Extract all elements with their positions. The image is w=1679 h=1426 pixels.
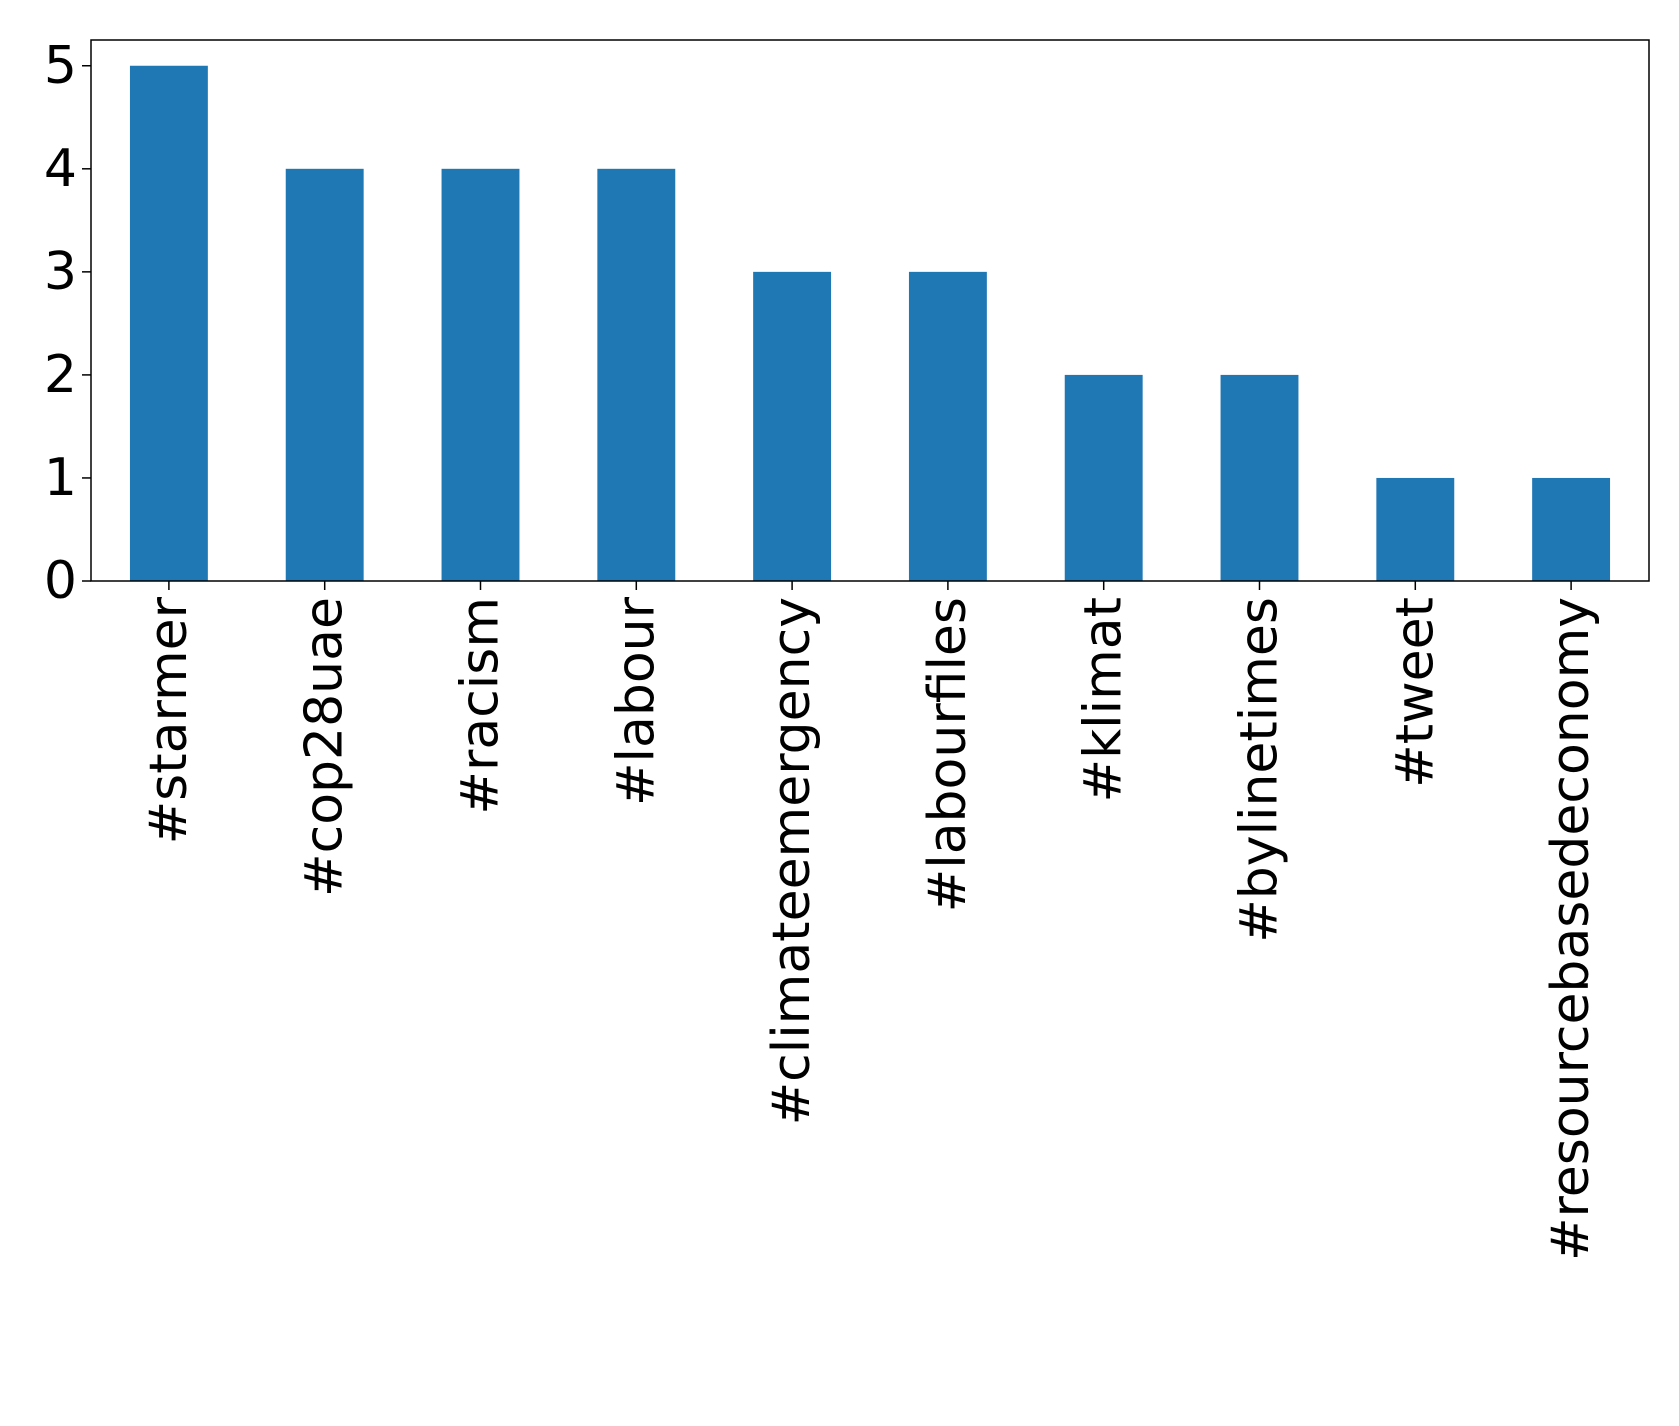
y-tick-label: 5: [44, 36, 77, 96]
bar: [597, 168, 676, 582]
x-tick-label: #bylinetimes: [1230, 597, 1290, 943]
bar: [1532, 477, 1611, 581]
bar: [908, 271, 987, 581]
bar: [285, 168, 364, 582]
bar: [753, 271, 832, 581]
x-tick-label: #resourcebasedeconomy: [1541, 597, 1601, 1261]
y-tick-label: 1: [44, 448, 77, 508]
bar: [1376, 477, 1455, 581]
bar: [1220, 374, 1299, 581]
y-tick-label: 3: [44, 242, 77, 302]
x-tick-label: #racism: [451, 597, 511, 815]
y-tick-label: 0: [44, 551, 77, 611]
x-tick-label: #labour: [606, 596, 666, 806]
x-tick-label: #climateemergency: [762, 597, 822, 1125]
y-tick-label: 4: [44, 139, 77, 199]
x-tick-label: #tweet: [1385, 597, 1445, 788]
y-tick-label: 2: [44, 345, 77, 405]
plot-frame: [90, 39, 1650, 582]
x-tick-label: #labourfiles: [918, 597, 978, 912]
bar: [1064, 374, 1143, 581]
x-tick-label: #klimat: [1074, 597, 1134, 803]
x-tick-label: #starmer: [139, 596, 199, 844]
bar: [441, 168, 520, 582]
bar: [129, 65, 208, 581]
x-tick-label: #cop28uae: [295, 597, 355, 897]
